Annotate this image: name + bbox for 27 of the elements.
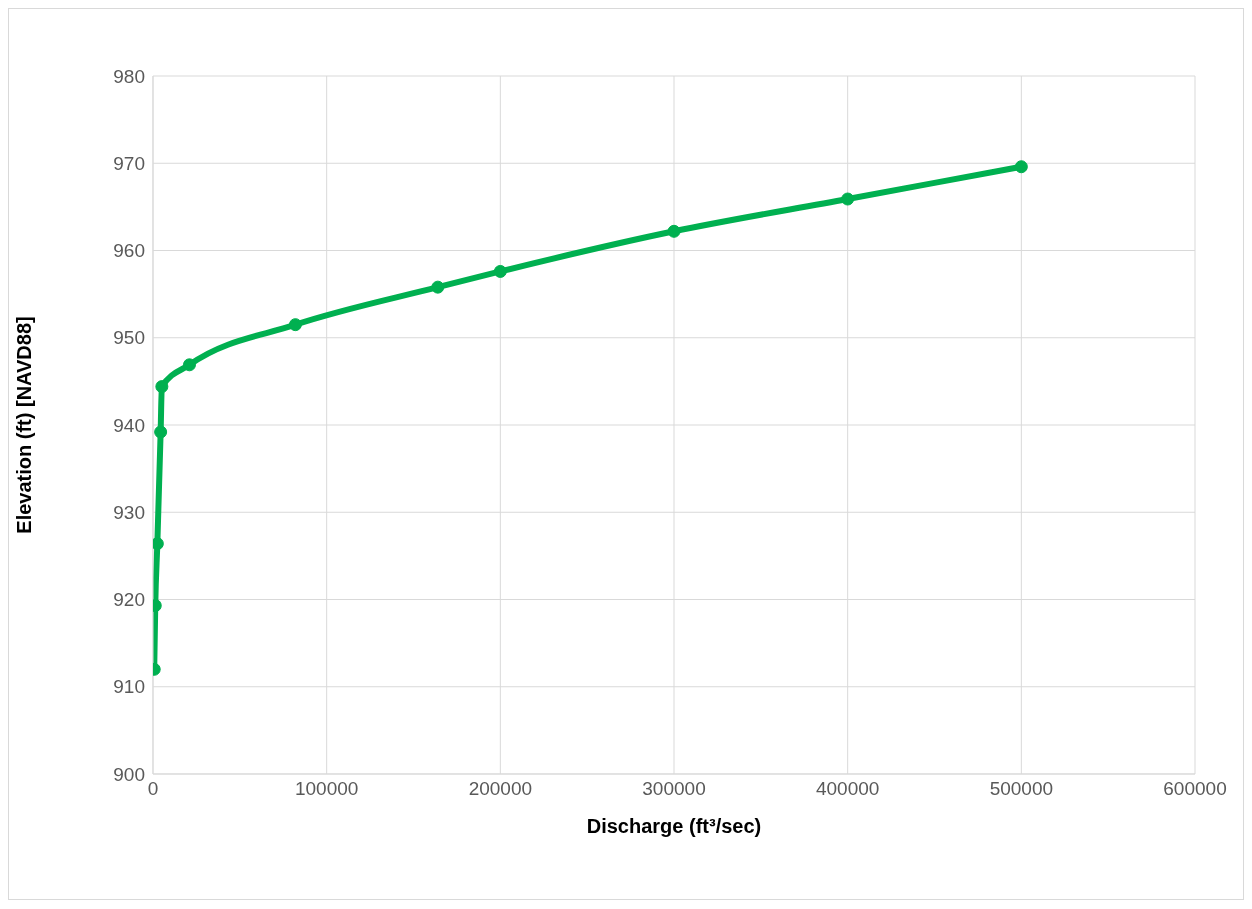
- point: [154, 425, 168, 439]
- point: [431, 280, 445, 294]
- y-tick-label: 910: [113, 676, 145, 698]
- y-tick-label: 940: [113, 414, 145, 436]
- point: [288, 318, 302, 332]
- x-axis-title: Discharge (ft³/sec): [586, 815, 762, 838]
- point: [155, 380, 169, 394]
- y-axis-title: Elevation (ft) [NAVD88]: [13, 316, 36, 534]
- x-tick-label: 600000: [1163, 778, 1227, 800]
- x-tick-label: 400000: [815, 778, 880, 800]
- point: [1014, 160, 1028, 174]
- x-tick-label: 0: [147, 778, 159, 800]
- y-tick-label: 980: [113, 65, 145, 87]
- x-tick-label: 100000: [294, 778, 359, 800]
- y-tick-label: 930: [113, 501, 145, 523]
- x-tick-label: 500000: [989, 778, 1054, 800]
- point: [493, 264, 507, 278]
- y-tick-label: 920: [113, 589, 145, 611]
- y-tick-label: 970: [113, 152, 145, 174]
- x-tick-label: 300000: [642, 778, 706, 800]
- y-tick-label: 900: [113, 763, 145, 785]
- point: [182, 358, 196, 372]
- point: [841, 192, 855, 206]
- y-tick-label: 950: [113, 327, 145, 349]
- point: [667, 224, 681, 238]
- y-tick-label: 960: [113, 240, 145, 262]
- x-tick-label: 200000: [468, 778, 533, 800]
